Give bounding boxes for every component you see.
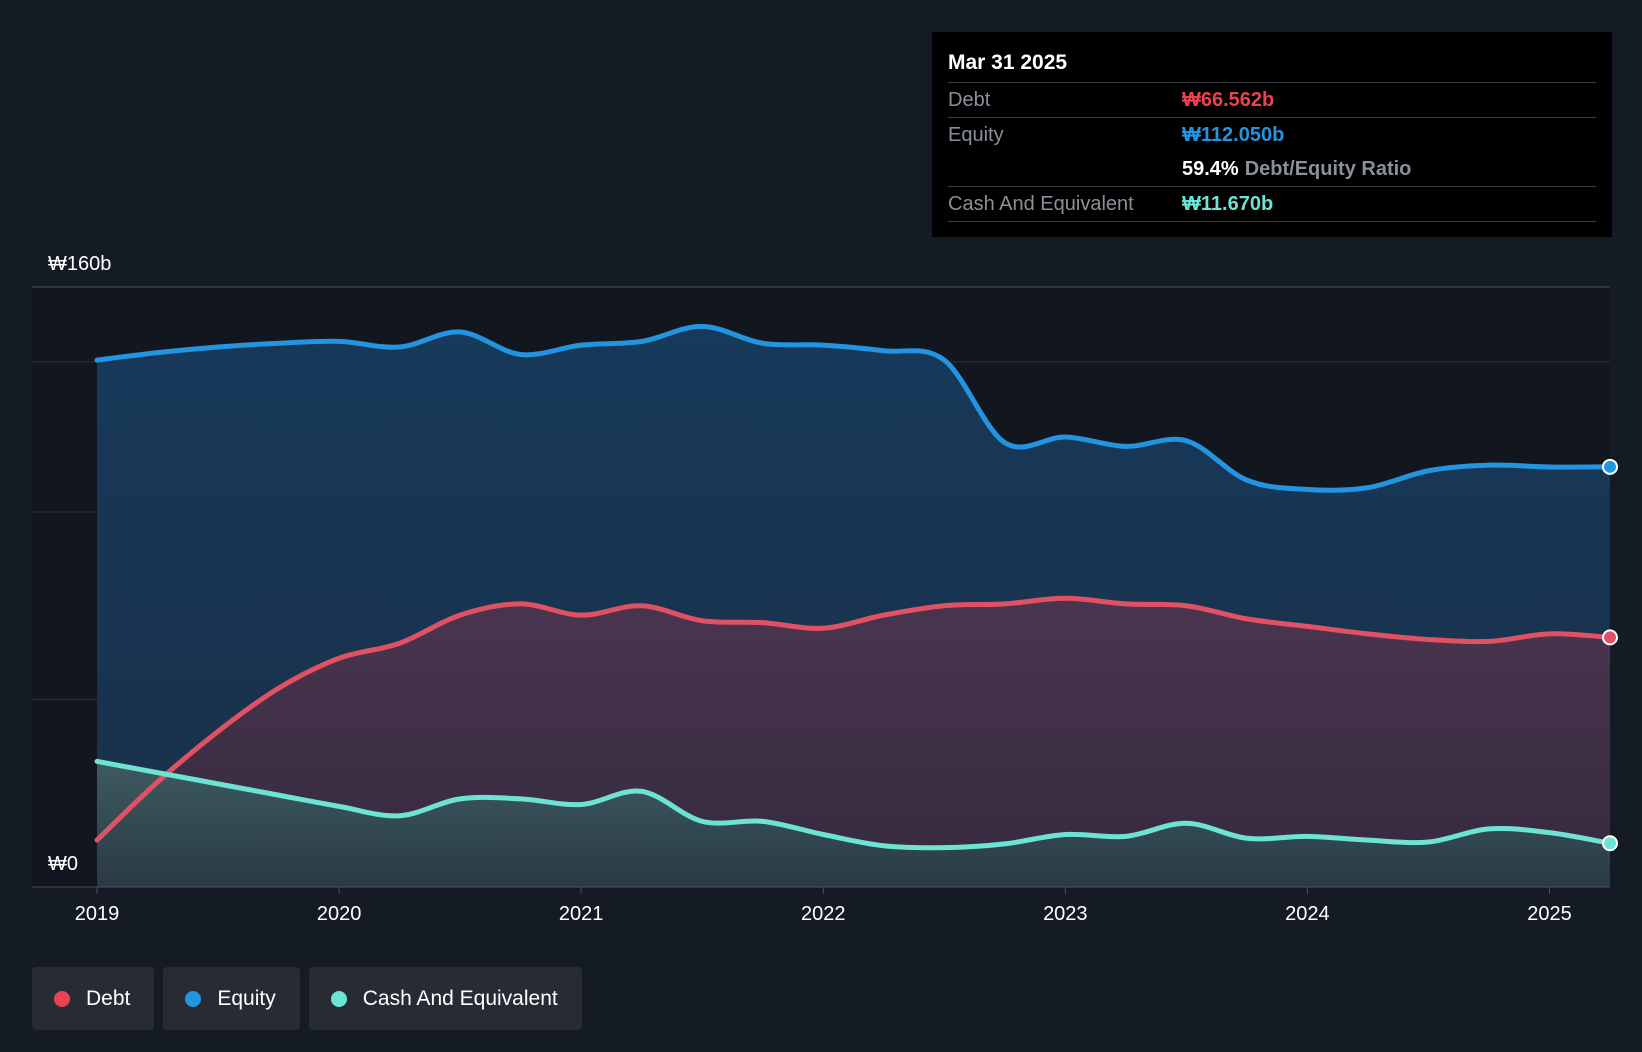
tooltip-cash-row: Cash And Equivalent ₩11.670b	[948, 187, 1596, 222]
tooltip-cash-label: Cash And Equivalent	[948, 193, 1134, 215]
tooltip-panel: Mar 31 2025 Debt ₩66.562b Equity ₩112.05…	[932, 32, 1612, 237]
x-tick-label: 2021	[559, 903, 604, 925]
x-tick-label: 2024	[1285, 903, 1330, 925]
x-tick-label: 2025	[1527, 903, 1572, 925]
debt-end-point	[1602, 629, 1618, 646]
legend-item-equity[interactable]: Equity	[163, 967, 300, 1030]
tooltip-equity-value: ₩112.050b	[1182, 124, 1285, 146]
debt-line	[94, 595, 1613, 843]
cash-end-point	[1602, 835, 1618, 852]
tooltip-ratio-row: 59.4% Debt/Equity Ratio	[948, 152, 1596, 187]
y-tick-label-top: ₩160b	[48, 253, 111, 275]
tooltip-debt-row: Debt ₩66.562b	[948, 83, 1596, 118]
tooltip-equity-row: Equity ₩112.050b	[948, 118, 1596, 152]
equity-end-point	[1602, 458, 1618, 475]
legend-label-cash: Cash And Equivalent	[362, 986, 558, 1010]
legend-item-debt[interactable]: Debt	[32, 967, 155, 1030]
x-tick-label: 2023	[1043, 903, 1088, 925]
x-tick-label: 2019	[75, 903, 120, 925]
tooltip-date: Mar 31 2025	[948, 44, 1596, 83]
x-tick-label: 2020	[317, 903, 362, 925]
chart-legend: Debt Equity Cash And Equivalent	[32, 967, 591, 1030]
legend-dot-cash	[330, 990, 347, 1007]
tooltip-ratio-label: Debt/Equity Ratio	[1244, 158, 1412, 180]
cash-line	[94, 758, 1613, 851]
tooltip-debt-label: Debt	[948, 89, 991, 111]
legend-label-equity: Equity	[217, 986, 276, 1010]
tooltip-ratio-value: 59.4%	[1182, 158, 1239, 180]
legend-dot-equity	[185, 990, 202, 1007]
legend-dot-debt	[54, 990, 70, 1007]
legend-item-cash[interactable]: Cash And Equivalent	[308, 967, 582, 1030]
tooltip-equity-label: Equity	[948, 124, 1004, 146]
y-tick-label-bottom: ₩0	[48, 853, 78, 875]
cash-area	[97, 761, 1610, 887]
tooltip-cash-value: ₩11.670b	[1182, 193, 1274, 215]
equity-line	[94, 323, 1613, 493]
tooltip-debt-value: ₩66.562b	[1182, 89, 1275, 111]
legend-label-debt: Debt	[86, 986, 131, 1010]
x-tick-label: 2022	[801, 903, 846, 925]
